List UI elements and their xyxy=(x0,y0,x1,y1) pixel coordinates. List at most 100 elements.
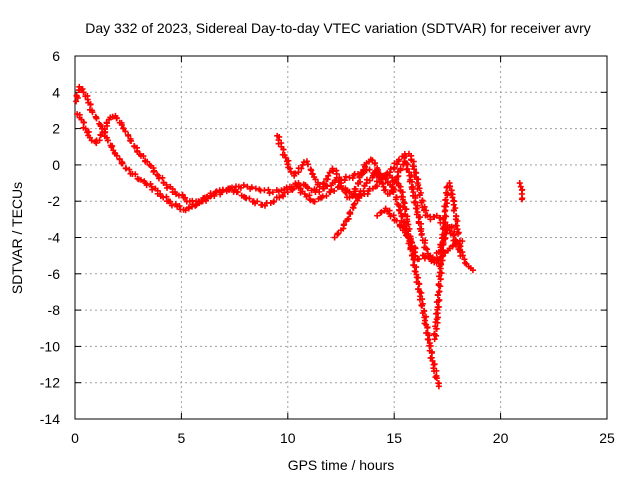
data-point-fill xyxy=(309,170,316,177)
series-track-d xyxy=(331,170,466,266)
data-point-fill xyxy=(340,222,347,229)
data-point-fill xyxy=(168,202,175,209)
data-point-fill xyxy=(434,292,441,299)
data-point-fill xyxy=(80,119,87,126)
data-point-fill xyxy=(428,258,435,265)
data-point-fill xyxy=(79,86,86,93)
data-point-fill xyxy=(444,200,451,207)
series-track-f xyxy=(374,205,419,252)
data-point-fill xyxy=(449,194,456,201)
data-point-fill xyxy=(151,167,158,174)
data-point-fill xyxy=(446,183,453,190)
data-point-fill xyxy=(320,181,327,188)
data-point-fill xyxy=(418,231,425,238)
x-tick-label: 15 xyxy=(386,430,402,446)
data-point-fill xyxy=(360,188,367,195)
data-point-fill xyxy=(442,197,449,204)
data-point-fill xyxy=(285,157,292,164)
data-point-fill xyxy=(345,215,352,222)
data-point-fill xyxy=(331,187,338,194)
data-point-fill xyxy=(213,188,220,195)
data-point-fill xyxy=(103,120,110,127)
data-point-fill xyxy=(411,268,418,275)
data-point-fill xyxy=(408,178,415,185)
series-track-b xyxy=(74,111,466,256)
data-point xyxy=(420,252,427,259)
data-point-fill xyxy=(435,281,442,288)
data-point-fill xyxy=(415,255,422,262)
x-tick-label: 5 xyxy=(178,430,186,446)
chart-title: Day 332 of 2023, Sidereal Day-to-day VTE… xyxy=(85,20,591,36)
data-point-fill xyxy=(134,147,141,154)
data-point xyxy=(286,165,293,172)
data-point-fill xyxy=(419,302,426,309)
data-point-fill xyxy=(137,176,144,183)
data-point-fill xyxy=(437,254,444,261)
data-point-fill xyxy=(411,166,418,173)
data-point-fill xyxy=(440,239,447,246)
y-tick-label: -2 xyxy=(48,193,61,209)
data-point-fill xyxy=(415,286,422,293)
data-point-fill xyxy=(443,189,450,196)
data-point-fill xyxy=(303,193,310,200)
data-point-fill xyxy=(404,165,411,172)
data-point-fill xyxy=(450,231,457,238)
data-point xyxy=(284,189,291,196)
data-point xyxy=(397,165,404,172)
series-track-a xyxy=(73,83,442,390)
data-point-fill xyxy=(438,270,445,277)
data-point xyxy=(346,194,353,201)
data-point xyxy=(125,132,132,139)
data-point-fill xyxy=(399,196,406,203)
y-tick-label: -14 xyxy=(40,411,60,427)
data-point-fill xyxy=(104,137,111,144)
series-track-g xyxy=(516,180,526,203)
data-point xyxy=(182,207,189,214)
data-point-fill xyxy=(441,219,448,226)
data-point-fill xyxy=(403,206,410,213)
data-point xyxy=(269,189,276,196)
data-point-fill xyxy=(280,193,287,200)
data-point-fill xyxy=(128,137,135,144)
data-point-fill xyxy=(441,231,448,238)
data-point-fill xyxy=(386,190,393,197)
data-point xyxy=(446,245,453,252)
data-point xyxy=(389,183,396,190)
data-point-fill xyxy=(366,177,373,184)
data-point-fill xyxy=(408,172,415,179)
data-point-fill xyxy=(351,200,358,207)
data-point-fill xyxy=(265,186,272,193)
data-point-fill xyxy=(311,198,318,205)
data-point-fill xyxy=(450,207,457,214)
data-point-fill xyxy=(343,190,350,197)
data-point xyxy=(403,230,410,237)
data-point-fill xyxy=(443,213,450,220)
y-tick-label: -6 xyxy=(48,266,61,282)
y-tick-label: -12 xyxy=(40,375,60,391)
data-point-fill xyxy=(431,330,438,337)
data-point xyxy=(80,89,87,96)
x-tick-label: 20 xyxy=(493,430,509,446)
data-point xyxy=(73,98,80,105)
data-point xyxy=(276,194,283,201)
x-axis-label: GPS time / hours xyxy=(288,457,395,473)
data-point-fill xyxy=(132,171,139,178)
data-point xyxy=(450,201,457,208)
data-point-fill xyxy=(431,361,438,368)
data-point-fill xyxy=(402,153,409,160)
axis-ticks: 0 5 10 15 20 25 -14 -12 -10 -8 -6 -4 -2 0 2 4 6 xyxy=(40,48,615,446)
data-point-fill xyxy=(440,224,447,231)
data-point-fill xyxy=(438,247,445,254)
data-point-fill xyxy=(448,224,455,231)
data-point-fill xyxy=(120,125,127,132)
data-point-fill xyxy=(292,170,299,177)
data-point-fill xyxy=(89,109,96,116)
data-point-fill xyxy=(324,183,331,190)
y-axis-label: SDTVAR / TECUs xyxy=(9,182,25,294)
data-point-fill xyxy=(364,190,371,197)
data-point-fill xyxy=(379,173,386,180)
data-point-fill xyxy=(426,332,433,339)
data-point-fill xyxy=(418,289,425,296)
data-point-fill xyxy=(289,185,296,192)
